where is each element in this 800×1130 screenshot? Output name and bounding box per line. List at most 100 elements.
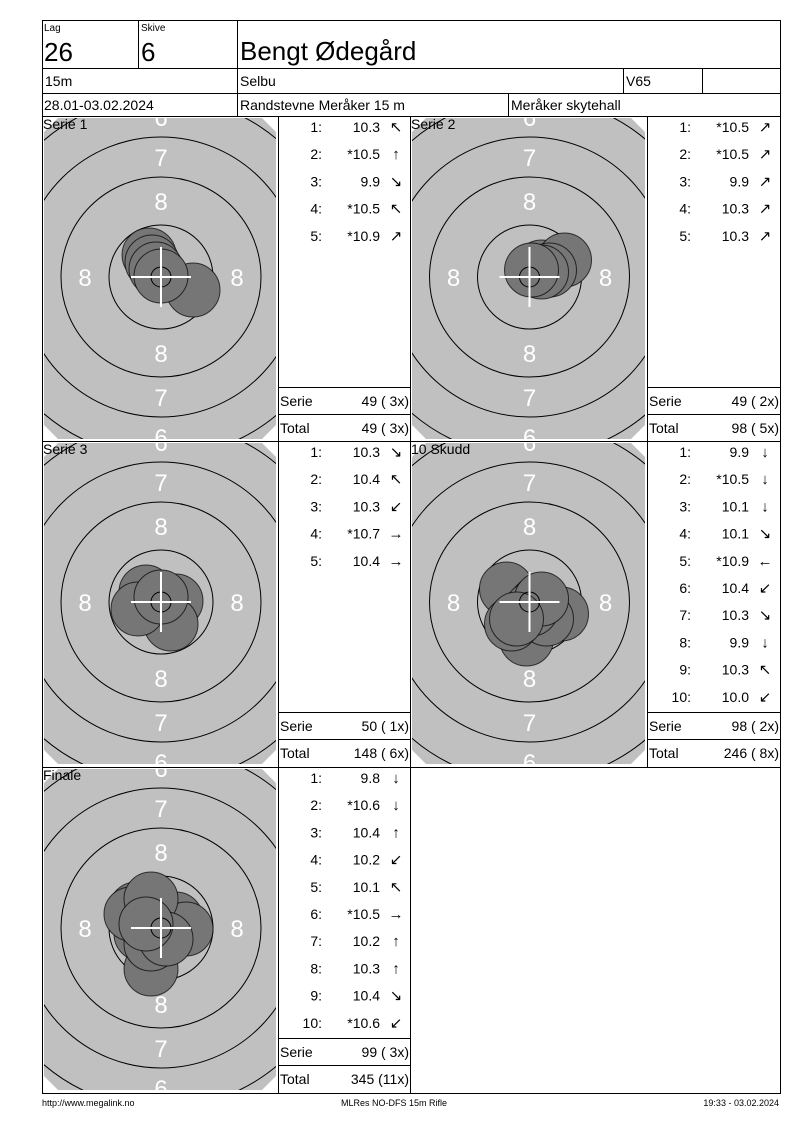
shot-direction: → bbox=[389, 906, 404, 923]
team: 26 bbox=[44, 37, 73, 67]
distance: 15m bbox=[45, 73, 72, 89]
ring-label: 6 bbox=[154, 756, 167, 783]
ring bbox=[412, 461, 645, 743]
shot-score: 10.3 bbox=[353, 444, 380, 460]
shot-direction: ↓ bbox=[392, 770, 400, 787]
shot-direction: ↘ bbox=[390, 173, 403, 190]
shot-hole bbox=[504, 242, 559, 298]
shot-no: 4: bbox=[310, 852, 322, 868]
shot-score: 10.3 bbox=[722, 662, 749, 678]
ring-label: 7 bbox=[154, 796, 167, 823]
shot-direction: ← bbox=[758, 553, 773, 570]
shot-no: 7: bbox=[310, 933, 322, 949]
shot-direction: ↓ bbox=[761, 444, 769, 461]
ring-label: 8 bbox=[523, 341, 536, 368]
shot-score: 9.8 bbox=[361, 770, 381, 786]
shot-direction: ↗ bbox=[759, 228, 772, 245]
ring bbox=[60, 827, 262, 1029]
timestamp: 19:33 - 03.02.2024 bbox=[703, 1098, 779, 1108]
shot-score: 10.0 bbox=[722, 689, 749, 705]
shot-score: 10.2 bbox=[353, 852, 380, 868]
frame bbox=[42, 20, 781, 1094]
shot-no: 9: bbox=[679, 662, 691, 678]
target: 6 7 8 8 7 6 8 8 bbox=[44, 118, 276, 439]
shot-direction: ↖ bbox=[390, 119, 403, 136]
shooter-name: Bengt Ødegård bbox=[240, 36, 416, 66]
shot-direction: ↑ bbox=[392, 824, 400, 841]
shot-direction: ↓ bbox=[392, 797, 400, 814]
header: Lag 26 Skive 6 Bengt Ødegård 15m Selbu V… bbox=[44, 23, 651, 113]
shot-direction: ↑ bbox=[392, 933, 400, 950]
shot-no: 1: bbox=[310, 119, 322, 135]
shot-direction: ↙ bbox=[390, 1015, 403, 1032]
shot-no: 10: bbox=[303, 1015, 322, 1031]
shot-score: *10.6 bbox=[347, 1015, 380, 1031]
shot-score: *10.5 bbox=[716, 146, 749, 162]
grid bbox=[42, 20, 781, 1094]
ring-label: 8 bbox=[523, 666, 536, 693]
ring-label: 7 bbox=[154, 385, 167, 412]
shot-no: 7: bbox=[679, 607, 691, 623]
shot-score: 10.3 bbox=[353, 498, 380, 514]
serie-score: 98 ( 2x) bbox=[732, 718, 779, 734]
ring bbox=[429, 501, 630, 703]
serie-score: 50 ( 1x) bbox=[362, 718, 409, 734]
ring-label: 8 bbox=[230, 590, 243, 617]
shot-no: 4: bbox=[310, 201, 322, 217]
shot-score: 9.9 bbox=[361, 173, 381, 189]
shot-direction: ↑ bbox=[392, 146, 400, 163]
shot-no: 1: bbox=[310, 444, 322, 460]
ring-label: 6 bbox=[523, 425, 536, 452]
shot-direction: ↓ bbox=[761, 634, 769, 651]
program: MLRes NO-DFS 15m Rifle bbox=[341, 1098, 447, 1108]
shot-direction: ↓ bbox=[761, 471, 769, 488]
ring-label: 8 bbox=[523, 514, 536, 541]
serie-label: Serie bbox=[280, 393, 313, 409]
total-score: 98 ( 5x) bbox=[732, 420, 779, 436]
shot-direction: ↙ bbox=[390, 498, 403, 515]
shot-score: *10.7 bbox=[347, 526, 380, 542]
shot-no: 1: bbox=[310, 770, 322, 786]
shot-no: 3: bbox=[679, 498, 691, 514]
shot-direction: ↗ bbox=[759, 146, 772, 163]
total-score: 246 ( 8x) bbox=[724, 745, 779, 761]
shot-no: 5: bbox=[310, 228, 322, 244]
shot-no: 3: bbox=[310, 498, 322, 514]
ring-label: 6 bbox=[154, 1076, 167, 1103]
serie-label: Serie bbox=[280, 718, 313, 734]
shot-direction: ↑ bbox=[392, 960, 400, 977]
label: Lag bbox=[44, 23, 61, 34]
shot-score: *10.9 bbox=[347, 228, 380, 244]
ring bbox=[44, 787, 276, 1069]
shot-direction: ↘ bbox=[390, 444, 403, 461]
shot-score: 9.9 bbox=[730, 444, 750, 460]
shot-score: 9.9 bbox=[730, 173, 750, 189]
panel: 6 7 8 8 7 6 8 8 10 Skudd 1: 9.9 ↓ 2: *10.5 ↓ 3: 10.1 ↓ 4: 1… bbox=[411, 441, 780, 777]
ring bbox=[108, 549, 214, 655]
ring-label: 8 bbox=[78, 265, 91, 292]
total-label: Total bbox=[280, 420, 310, 436]
shot-score: 10.4 bbox=[353, 824, 380, 840]
shot-direction: → bbox=[389, 526, 404, 543]
ring-label: 6 bbox=[154, 750, 167, 777]
shot-score: *10.5 bbox=[347, 201, 380, 217]
shot-direction: ↗ bbox=[759, 173, 772, 190]
ring-label: 7 bbox=[523, 470, 536, 497]
shot-hole bbox=[118, 896, 174, 952]
target: 6 7 8 8 7 6 8 8 bbox=[412, 105, 645, 452]
panels: 6 7 8 8 7 6 8 8 Serie 1 1: 10.3 ↖ 2: *10.5 ↑ 3: 9.9 ↘ 4: *1… bbox=[43, 105, 780, 1103]
shot-no: 2: bbox=[310, 471, 322, 487]
shot-no: 6: bbox=[310, 906, 322, 922]
ring-label: 8 bbox=[154, 666, 167, 693]
ring-label: 7 bbox=[523, 710, 536, 737]
ring-label: 6 bbox=[523, 750, 536, 777]
total-label: Total bbox=[649, 420, 679, 436]
shot-no: 3: bbox=[310, 824, 322, 840]
ring-label: 6 bbox=[523, 105, 536, 132]
shot-no: 2: bbox=[679, 471, 691, 487]
shot-direction: ↖ bbox=[390, 201, 403, 218]
shot-no: 1: bbox=[679, 444, 691, 460]
ring bbox=[44, 461, 276, 743]
club: Selbu bbox=[240, 73, 276, 89]
